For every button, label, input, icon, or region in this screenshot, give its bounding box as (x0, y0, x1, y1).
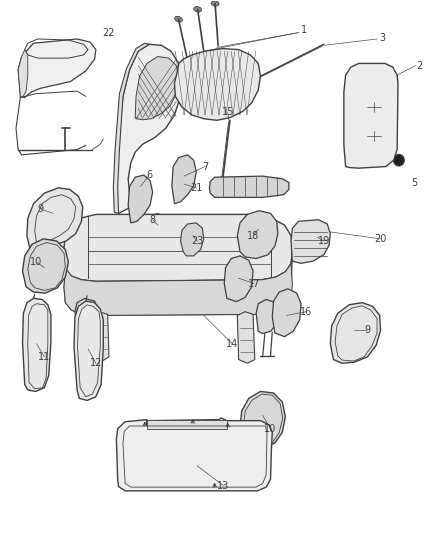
Text: 20: 20 (374, 234, 387, 244)
Text: 6: 6 (146, 170, 152, 180)
Text: 7: 7 (202, 161, 208, 172)
Polygon shape (64, 264, 292, 316)
Ellipse shape (161, 227, 170, 235)
Polygon shape (291, 220, 330, 263)
Text: 11: 11 (38, 352, 50, 362)
Text: 10: 10 (30, 257, 42, 267)
Text: 1: 1 (301, 25, 307, 35)
Polygon shape (237, 211, 278, 259)
Ellipse shape (133, 246, 174, 266)
Polygon shape (174, 49, 261, 120)
Polygon shape (27, 188, 83, 252)
Polygon shape (240, 391, 286, 448)
Ellipse shape (194, 6, 201, 12)
Text: 10: 10 (265, 424, 277, 434)
Text: 8: 8 (149, 215, 155, 225)
Polygon shape (117, 418, 272, 491)
Polygon shape (75, 298, 98, 333)
Ellipse shape (393, 155, 404, 166)
Polygon shape (74, 301, 103, 400)
Polygon shape (209, 176, 289, 197)
Text: 22: 22 (103, 28, 115, 38)
Ellipse shape (203, 251, 226, 266)
Polygon shape (224, 256, 253, 302)
Ellipse shape (152, 214, 161, 222)
Polygon shape (147, 419, 227, 429)
Text: 5: 5 (411, 177, 418, 188)
Polygon shape (128, 175, 152, 223)
Ellipse shape (175, 17, 182, 22)
Polygon shape (22, 239, 68, 293)
Polygon shape (64, 214, 292, 281)
Text: 19: 19 (318, 236, 330, 246)
Ellipse shape (40, 262, 53, 273)
Polygon shape (92, 312, 109, 361)
Polygon shape (113, 43, 149, 213)
Text: 18: 18 (247, 231, 259, 241)
Text: 9: 9 (38, 204, 44, 214)
Text: 14: 14 (226, 338, 238, 349)
Polygon shape (344, 63, 398, 168)
Polygon shape (18, 50, 28, 98)
Polygon shape (135, 56, 179, 120)
Text: 17: 17 (248, 279, 260, 288)
Polygon shape (64, 251, 292, 316)
Text: 12: 12 (90, 358, 102, 368)
Text: 15: 15 (222, 107, 234, 117)
Text: 9: 9 (364, 325, 371, 335)
Polygon shape (18, 39, 96, 98)
Polygon shape (172, 155, 196, 204)
Text: 23: 23 (191, 236, 203, 246)
Text: 3: 3 (380, 33, 386, 43)
Ellipse shape (211, 1, 219, 6)
Polygon shape (272, 289, 301, 337)
Polygon shape (237, 312, 255, 364)
Polygon shape (180, 223, 204, 256)
Text: 13: 13 (217, 481, 230, 490)
Text: 2: 2 (417, 61, 423, 70)
Polygon shape (115, 44, 182, 213)
Polygon shape (22, 298, 51, 391)
Ellipse shape (157, 220, 166, 228)
Polygon shape (256, 300, 279, 334)
Text: 21: 21 (190, 183, 202, 193)
Text: 16: 16 (300, 306, 312, 317)
Ellipse shape (30, 242, 34, 246)
Polygon shape (330, 303, 381, 364)
Ellipse shape (257, 415, 269, 426)
